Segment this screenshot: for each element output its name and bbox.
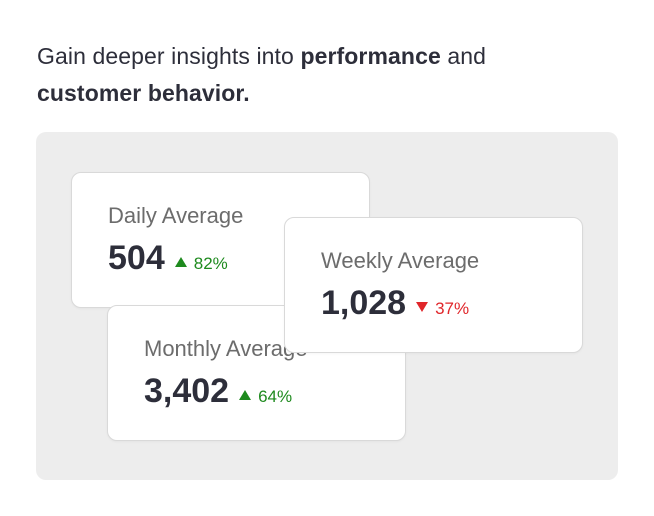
weekly-average-delta-value: 37% [435, 299, 470, 318]
weekly-average-value: 1,028 [321, 284, 407, 322]
daily-average-value: 504 [108, 239, 165, 277]
daily-average-delta: 82% [174, 254, 228, 274]
arrow-up-icon [239, 390, 252, 400]
daily-average-delta-value: 82% [193, 254, 228, 273]
weekly-average-card: Weekly Average 1,028 37% [284, 217, 583, 353]
monthly-average-delta-value: 64% [258, 387, 293, 406]
daily-average-label: Daily Average [108, 203, 244, 228]
headline: Gain deeper insights into performance an… [37, 38, 617, 112]
monthly-average-value-row: 3,402 64% [144, 372, 292, 411]
headline-bold-performance: performance [300, 43, 441, 69]
weekly-average-value-row: 1,028 37% [321, 284, 469, 323]
headline-text-2: and [440, 43, 487, 69]
arrow-down-icon [416, 302, 429, 312]
daily-average-value-row: 504 82% [108, 239, 228, 278]
headline-text-1: Gain deeper insights into [37, 43, 301, 69]
weekly-average-label: Weekly Average [321, 248, 480, 273]
headline-bold-customer-behavior: customer behavior. [37, 80, 250, 106]
monthly-average-value: 3,402 [144, 372, 230, 410]
monthly-average-label: Monthly Average [144, 336, 308, 361]
weekly-average-delta: 37% [416, 299, 469, 319]
arrow-up-icon [174, 257, 187, 267]
monthly-average-delta: 64% [239, 387, 292, 407]
